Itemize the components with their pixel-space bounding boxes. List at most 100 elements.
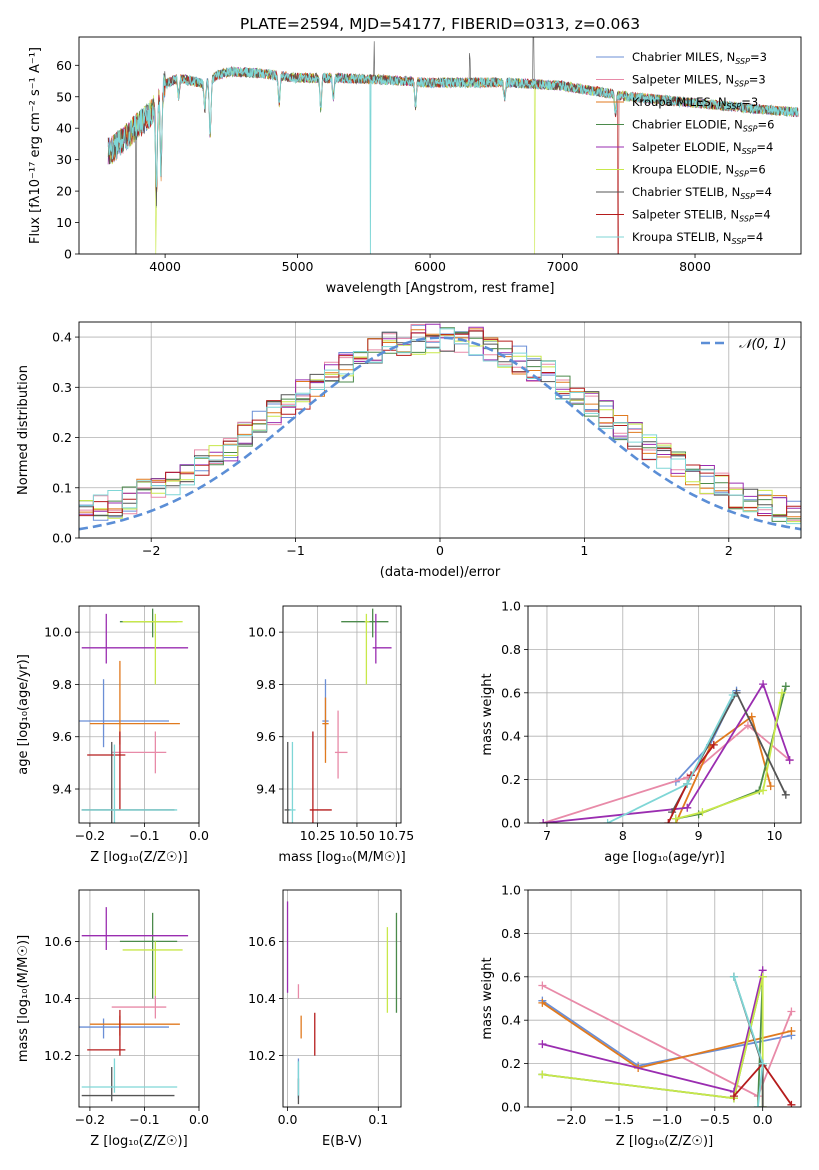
y-tick-label: 0 bbox=[64, 247, 72, 262]
x-axis-label: age [log₁₀(age/yr)] bbox=[604, 850, 725, 865]
panel-age-vs-mass: 10.25 10.50 10.75 9.4 9.6 9.8 10.0 mass [log₁₀(… bbox=[248, 605, 414, 865]
y-tick-label: 10.4 bbox=[248, 991, 276, 1006]
y-tick-label: 10.2 bbox=[44, 1048, 72, 1063]
x-tick-label: 0.0 bbox=[189, 828, 209, 843]
x-axis-label: mass [log₁₀(M/M☉)] bbox=[278, 850, 405, 865]
weight-marker bbox=[729, 1092, 738, 1101]
errorbar-3 bbox=[341, 608, 389, 638]
weight-series-4 bbox=[539, 680, 794, 823]
panel-age-vs-Z: −0.2 −0.1 0.0 9.4 9.6 9.8 10.0 Z [log₁₀(Z/Z☉)] a… bbox=[16, 605, 209, 865]
y-tick-label: 10.6 bbox=[44, 934, 72, 949]
weight-marker bbox=[539, 819, 548, 823]
errorbar-8 bbox=[289, 741, 296, 823]
plot-area-age-vs-Z bbox=[79, 608, 189, 823]
y-tick-label: 40 bbox=[56, 121, 72, 136]
weight-line bbox=[542, 724, 791, 823]
gaussian-curve bbox=[79, 336, 801, 531]
x-tick-label: −0.5 bbox=[700, 1112, 730, 1127]
plot-area-spectrum bbox=[107, 37, 799, 254]
weight-marker bbox=[785, 756, 794, 765]
weight-series-4 bbox=[538, 966, 767, 1096]
y-tick-label: 0.1 bbox=[52, 480, 72, 495]
x-axis-label: (data-model)/error bbox=[380, 565, 501, 580]
y-tick-label: 0.4 bbox=[501, 729, 521, 744]
x-axis-label: Z [log₁₀(Z/Z☉)] bbox=[90, 1134, 187, 1149]
weight-marker bbox=[538, 1040, 547, 1049]
x-tick-label: −2 bbox=[142, 543, 160, 558]
panel-weight-vs-age: 7 8 9 10 0.0 0.2 0.4 0.6 0.8 1.0 age [log₁₀(age/yr… bbox=[480, 599, 802, 865]
weight-marker bbox=[753, 1103, 762, 1107]
y-tick-label: 9.6 bbox=[52, 729, 72, 744]
y-tick-label: 60 bbox=[56, 58, 72, 73]
x-axis-label: E(B-V) bbox=[322, 1134, 362, 1149]
plot-area-residual-hist bbox=[79, 323, 801, 538]
weight-marker bbox=[698, 808, 707, 817]
weight-marker bbox=[538, 998, 547, 1007]
x-tick-label: −1.0 bbox=[652, 1112, 682, 1127]
axes-frame bbox=[78, 321, 802, 539]
y-tick-label: 0.4 bbox=[501, 1013, 521, 1028]
y-tick-label: 0.4 bbox=[52, 330, 72, 345]
x-tick-label: 1 bbox=[580, 543, 588, 558]
errorbar-1 bbox=[111, 731, 167, 774]
weight-series-1 bbox=[539, 721, 794, 823]
weight-marker bbox=[758, 972, 767, 981]
weight-marker bbox=[781, 790, 790, 799]
x-tick-label: 0.0 bbox=[278, 1112, 298, 1127]
weight-marker bbox=[758, 1103, 767, 1107]
weight-line bbox=[675, 692, 783, 820]
y-tick-label: 0.0 bbox=[501, 816, 521, 831]
weight-marker bbox=[787, 1007, 796, 1016]
y-axis-label: Flux [fλ10⁻¹⁷ erg cm⁻² s⁻¹ A⁻¹] bbox=[28, 47, 43, 244]
plot-area-mass-vs-Z bbox=[79, 907, 189, 1102]
weight-marker bbox=[758, 1059, 767, 1068]
y-tick-label: 1.0 bbox=[501, 599, 521, 614]
weight-line bbox=[542, 976, 764, 1107]
y-tick-label: 10.0 bbox=[248, 625, 276, 640]
x-tick-label: 0.0 bbox=[753, 1112, 773, 1127]
weight-marker bbox=[538, 981, 547, 990]
errorbar-1 bbox=[111, 995, 167, 1019]
y-tick-label: 9.8 bbox=[256, 677, 276, 692]
x-tick-label: −0.1 bbox=[129, 1112, 159, 1127]
errorbar-2 bbox=[89, 660, 180, 745]
x-tick-label: 0.0 bbox=[189, 1112, 209, 1127]
x-tick-label: −1 bbox=[286, 543, 304, 558]
errorbar-4 bbox=[81, 907, 189, 950]
weight-marker bbox=[787, 1100, 796, 1107]
x-tick-label: −0.2 bbox=[75, 1112, 105, 1127]
weight-marker bbox=[603, 819, 612, 823]
errorbar-6 bbox=[81, 741, 175, 823]
errorbar-0 bbox=[79, 1018, 169, 1039]
x-tick-label: 2 bbox=[725, 543, 733, 558]
weight-marker bbox=[671, 814, 680, 823]
y-tick-label: 0.6 bbox=[501, 685, 521, 700]
plots-container: 4000 5000 6000 7000 80000102030405060wavelen… bbox=[16, 36, 802, 1149]
y-tick-label: 30 bbox=[56, 152, 72, 167]
errorbar-6 bbox=[81, 1067, 175, 1102]
panel-residual-hist: −2 −1 0 1 2 0.0 0.1 0.2 0.3 0.4 (data-model)/error… bbox=[16, 321, 802, 580]
legend-label: Chabrier STELIB, NSSP=4 bbox=[632, 185, 772, 201]
x-tick-label: −1.5 bbox=[604, 1112, 634, 1127]
weight-marker bbox=[778, 688, 787, 697]
y-tick-label: 10 bbox=[56, 215, 72, 230]
x-tick-label: 0 bbox=[436, 543, 444, 558]
legend-label: Kroupa MILES, NSSP=3 bbox=[632, 95, 758, 111]
errorbar-6 bbox=[284, 741, 291, 823]
errorbar-7 bbox=[87, 1009, 126, 1056]
errorbar-0 bbox=[79, 679, 169, 748]
y-tick-label: 10.0 bbox=[44, 625, 72, 640]
x-tick-label: 10.75 bbox=[378, 828, 414, 843]
plot-area-weight-vs-age bbox=[539, 680, 794, 823]
x-tick-label: −2.0 bbox=[556, 1112, 586, 1127]
x-tick-label: 7000 bbox=[547, 259, 579, 274]
y-axis-label: mass weight bbox=[480, 673, 495, 755]
weight-line bbox=[543, 682, 791, 823]
weight-line bbox=[542, 970, 764, 1093]
axes-frame bbox=[282, 889, 402, 1108]
weight-line bbox=[675, 715, 772, 823]
weight-marker bbox=[766, 782, 775, 791]
y-tick-label: 0.8 bbox=[501, 642, 521, 657]
y-tick-label: 9.4 bbox=[52, 782, 72, 797]
errorbar-3 bbox=[119, 912, 178, 999]
